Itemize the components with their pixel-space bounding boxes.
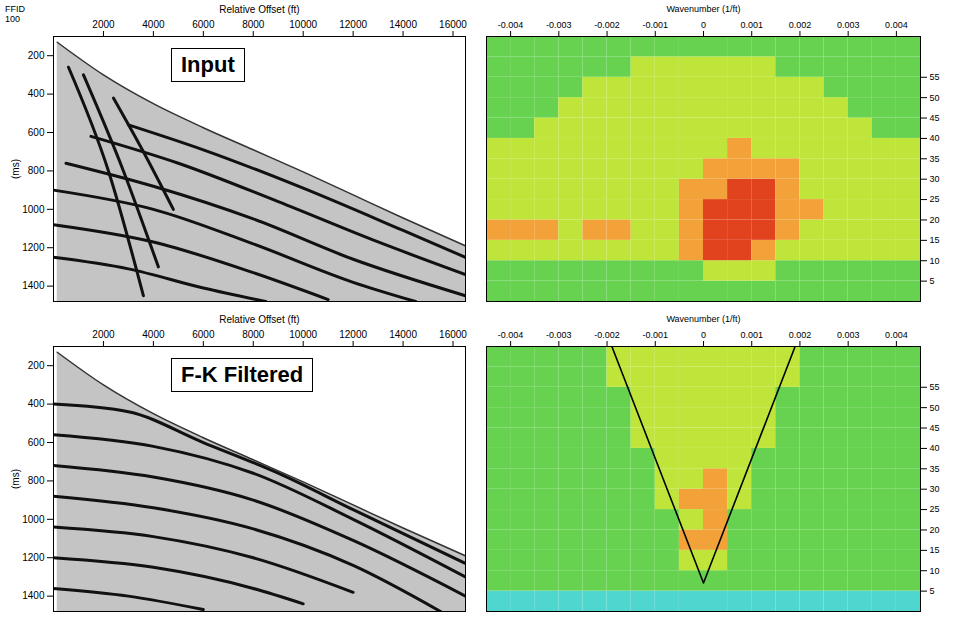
svg-text:14000: 14000 <box>389 329 417 340</box>
svg-text:600: 600 <box>28 437 45 448</box>
svg-text:0.004: 0.004 <box>885 20 908 30</box>
svg-text:0.001: 0.001 <box>740 330 763 340</box>
svg-text:50: 50 <box>930 403 940 413</box>
svg-text:0.001: 0.001 <box>740 20 763 30</box>
html-text:100: 100 <box>5 14 20 24</box>
svg-text:200: 200 <box>28 360 45 371</box>
svg-text:1200: 1200 <box>22 552 45 563</box>
svg-text:-0.002: -0.002 <box>594 20 620 30</box>
svg-text:16000: 16000 <box>439 19 467 30</box>
svg-text:20: 20 <box>930 525 940 535</box>
svg-text:8000: 8000 <box>242 329 265 340</box>
svg-text:0.002: 0.002 <box>789 330 812 340</box>
svg-text:-0.002: -0.002 <box>594 330 620 340</box>
svg-text:(ms): (ms) <box>10 159 21 179</box>
svg-text:12000: 12000 <box>339 19 367 30</box>
svg-text:-0.003: -0.003 <box>546 20 572 30</box>
svg-text:-0.004: -0.004 <box>498 20 524 30</box>
svg-text:15: 15 <box>930 545 940 555</box>
html-text:F-K Filtered: F-K Filtered <box>181 362 304 387</box>
svg-text:0.003: 0.003 <box>837 20 860 30</box>
svg-text:10000: 10000 <box>289 19 317 30</box>
svg-text:600: 600 <box>28 127 45 138</box>
svg-text:30: 30 <box>930 484 940 494</box>
svg-text:0.002: 0.002 <box>789 20 812 30</box>
svg-text:6000: 6000 <box>192 329 215 340</box>
html-text:FFID: FFID <box>5 4 25 14</box>
svg-text:55: 55 <box>930 72 940 82</box>
svg-text:Relative Offset (ft): Relative Offset (ft) <box>219 4 299 15</box>
svg-text:-0.001: -0.001 <box>643 330 669 340</box>
svg-text:8000: 8000 <box>242 19 265 30</box>
svg-text:1200: 1200 <box>22 242 45 253</box>
svg-text:-0.004: -0.004 <box>498 330 524 340</box>
svg-text:0.004: 0.004 <box>885 330 908 340</box>
svg-text:45: 45 <box>930 423 940 433</box>
svg-text:50: 50 <box>930 93 940 103</box>
svg-text:1400: 1400 <box>22 280 45 291</box>
svg-text:15: 15 <box>930 235 940 245</box>
svg-text:12000: 12000 <box>339 329 367 340</box>
svg-text:-0.001: -0.001 <box>643 20 669 30</box>
svg-text:40: 40 <box>930 443 940 453</box>
svg-text:800: 800 <box>28 165 45 176</box>
svg-text:1000: 1000 <box>22 514 45 525</box>
svg-text:20: 20 <box>930 215 940 225</box>
svg-text:4000: 4000 <box>142 19 165 30</box>
html-text:Input: Input <box>181 52 235 77</box>
svg-text:10000: 10000 <box>289 329 317 340</box>
svg-text:5: 5 <box>930 586 935 596</box>
svg-text:400: 400 <box>28 398 45 409</box>
svg-text:(ms): (ms) <box>10 469 21 489</box>
svg-text:Relative Offset (ft): Relative Offset (ft) <box>219 314 299 325</box>
svg-text:Wavenumber (1/ft): Wavenumber (1/ft) <box>666 4 740 14</box>
svg-text:0.003: 0.003 <box>837 330 860 340</box>
svg-text:6000: 6000 <box>192 19 215 30</box>
svg-text:10: 10 <box>930 566 940 576</box>
svg-text:10: 10 <box>930 256 940 266</box>
svg-text:35: 35 <box>930 154 940 164</box>
svg-text:4000: 4000 <box>142 329 165 340</box>
svg-text:-0.003: -0.003 <box>546 330 572 340</box>
svg-text:25: 25 <box>930 504 940 514</box>
svg-text:Wavenumber (1/ft): Wavenumber (1/ft) <box>666 314 740 324</box>
svg-text:30: 30 <box>930 174 940 184</box>
svg-text:55: 55 <box>930 382 940 392</box>
svg-text:1400: 1400 <box>22 590 45 601</box>
svg-text:0: 0 <box>701 330 706 340</box>
svg-text:35: 35 <box>930 464 940 474</box>
svg-text:0: 0 <box>701 20 706 30</box>
svg-text:14000: 14000 <box>389 19 417 30</box>
svg-text:1000: 1000 <box>22 204 45 215</box>
svg-text:16000: 16000 <box>439 329 467 340</box>
svg-text:2000: 2000 <box>92 329 115 340</box>
svg-text:5: 5 <box>930 276 935 286</box>
svg-text:25: 25 <box>930 194 940 204</box>
svg-text:2000: 2000 <box>92 19 115 30</box>
svg-text:40: 40 <box>930 133 940 143</box>
svg-text:400: 400 <box>28 88 45 99</box>
svg-text:200: 200 <box>28 50 45 61</box>
svg-text:45: 45 <box>930 113 940 123</box>
svg-text:800: 800 <box>28 475 45 486</box>
